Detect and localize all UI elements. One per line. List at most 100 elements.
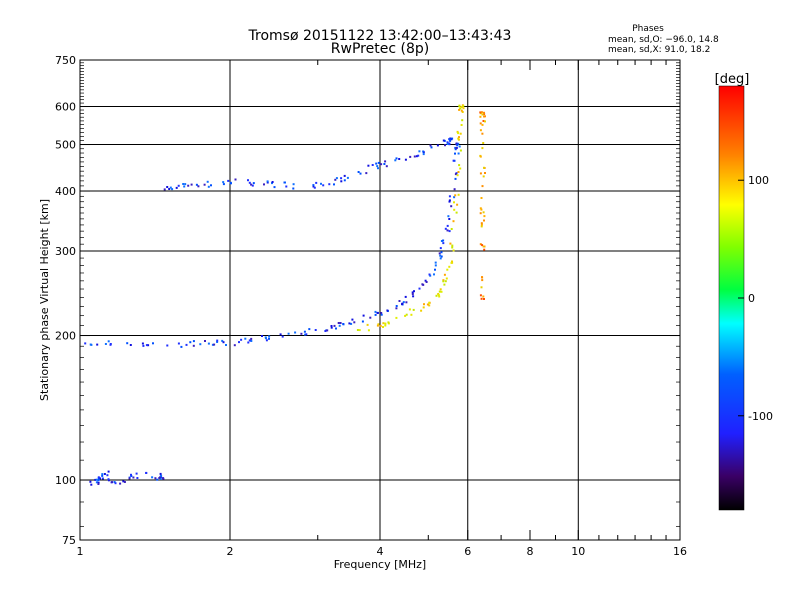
data-point <box>481 147 484 150</box>
data-point <box>479 115 482 118</box>
data-point <box>380 313 383 316</box>
data-point <box>451 137 454 140</box>
data-point <box>147 344 150 347</box>
data-point <box>244 337 247 340</box>
data-point <box>481 113 484 116</box>
data-point <box>359 172 362 175</box>
data-point <box>454 146 457 149</box>
x-tick-label: 16 <box>673 545 687 558</box>
data-point <box>107 470 110 473</box>
data-point <box>210 184 212 187</box>
data-point <box>484 115 486 118</box>
data-point <box>459 132 462 135</box>
data-point <box>456 174 459 177</box>
data-point <box>455 147 458 150</box>
colorbar: [deg] 100 0 -100 <box>715 72 773 511</box>
data-point <box>412 308 415 311</box>
data-point <box>451 246 454 249</box>
data-point <box>222 181 225 184</box>
data-point <box>384 324 387 327</box>
data-point <box>305 333 308 336</box>
data-point <box>375 162 378 165</box>
data-point <box>401 302 404 305</box>
data-point <box>346 176 349 179</box>
data-point <box>159 474 162 477</box>
legend-title: Phases <box>632 24 664 34</box>
data-point <box>480 222 483 225</box>
data-point <box>383 163 386 165</box>
data-point <box>334 178 337 181</box>
data-point <box>192 344 195 347</box>
data-point <box>398 158 401 160</box>
data-point <box>199 343 202 346</box>
data-point <box>480 208 483 211</box>
data-point <box>250 183 253 186</box>
data-point <box>84 342 87 345</box>
data-point <box>449 139 452 142</box>
data-point <box>166 344 169 347</box>
data-point <box>145 344 148 347</box>
data-point <box>366 323 369 326</box>
data-point <box>285 185 288 188</box>
data-point <box>456 203 459 206</box>
data-point <box>446 268 449 271</box>
data-point <box>458 108 461 111</box>
data-point <box>340 177 343 180</box>
data-point <box>482 120 485 122</box>
data-point <box>437 293 440 295</box>
data-point <box>385 165 388 168</box>
y-tick-label: 100 <box>55 474 76 487</box>
data-point <box>453 208 456 211</box>
data-point <box>94 478 97 481</box>
data-point <box>128 477 131 480</box>
data-point <box>442 239 445 242</box>
data-point <box>268 337 270 340</box>
data-point <box>448 138 451 141</box>
data-point <box>405 313 408 316</box>
axes: 1 2 4 6 8 10 16 75 100 200 300 400 500 600 750 <box>55 54 687 558</box>
data-point <box>457 137 460 140</box>
data-point <box>402 301 405 304</box>
data-point <box>326 329 329 332</box>
data-point <box>356 329 359 331</box>
data-point <box>367 329 370 332</box>
data-point <box>428 273 431 276</box>
data-point <box>240 338 243 341</box>
data-point <box>376 312 379 314</box>
data-point <box>371 164 374 166</box>
data-point <box>410 313 413 316</box>
data-point <box>450 228 453 230</box>
data-point <box>252 182 255 185</box>
data-point <box>449 242 452 245</box>
data-point <box>168 188 171 190</box>
data-point <box>126 342 129 345</box>
data-point <box>439 254 442 257</box>
data-point <box>404 295 407 298</box>
data-point <box>234 178 237 181</box>
data-point <box>439 257 442 260</box>
data-point <box>483 112 486 115</box>
data-point <box>97 481 100 484</box>
data-point <box>145 471 148 474</box>
data-point <box>154 477 157 480</box>
data-point <box>362 314 365 317</box>
data-point <box>459 167 462 170</box>
data-point <box>107 478 110 481</box>
data-point <box>418 287 421 290</box>
data-point <box>482 295 485 298</box>
legend-line-o: mean, sd,O: −96.0, 14.8 <box>608 35 719 45</box>
data-point <box>462 107 465 110</box>
data-point <box>324 330 327 332</box>
data-point <box>250 340 253 342</box>
y-tick-label: 500 <box>55 139 76 152</box>
data-point <box>376 165 379 168</box>
data-point <box>479 207 482 210</box>
data-point <box>451 244 454 247</box>
data-point <box>415 155 418 158</box>
data-point <box>448 200 451 203</box>
colorbar-tick-label: 0 <box>748 292 755 305</box>
data-point <box>482 211 485 214</box>
data-point <box>480 297 483 300</box>
data-point <box>136 477 139 479</box>
data-point <box>322 184 325 187</box>
